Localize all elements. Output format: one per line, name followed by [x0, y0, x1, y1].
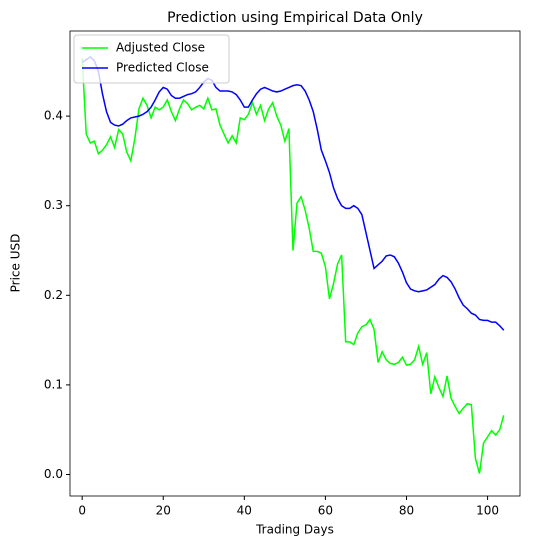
x-tick-label: 40: [237, 504, 252, 518]
x-tick-label: 100: [476, 504, 499, 518]
y-tick-label: 0.3: [44, 198, 63, 212]
x-axis-label: Trading Days: [255, 523, 334, 537]
x-tick-label: 60: [318, 504, 333, 518]
series-line: [81, 57, 505, 474]
x-tick-label: 20: [156, 504, 171, 518]
y-tick-label: 0.0: [44, 467, 63, 481]
x-tick-label: 80: [399, 504, 414, 518]
chart-title: Prediction using Empirical Data Only: [167, 10, 423, 26]
x-tick-label: 0: [78, 504, 86, 518]
legend-label: Predicted Close: [116, 61, 209, 75]
series-line: [81, 56, 505, 331]
y-tick-label: 0.2: [44, 288, 63, 302]
y-axis-label: Price USD: [9, 234, 23, 293]
y-tick-label: 0.4: [44, 109, 63, 123]
plot-frame: [69, 30, 521, 497]
legend-box: [73, 34, 230, 84]
legend-label: Adjusted Close: [116, 41, 205, 55]
y-tick-label: 0.1: [44, 377, 63, 391]
